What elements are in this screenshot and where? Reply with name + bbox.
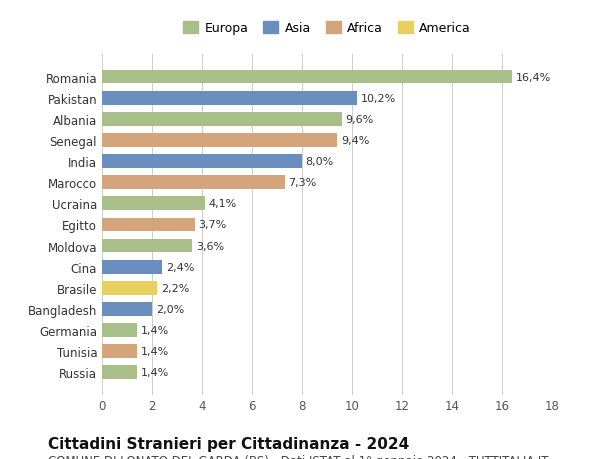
Bar [102, 155, 302, 168]
Bar [102, 197, 205, 211]
Text: 3,6%: 3,6% [196, 241, 224, 251]
Bar [102, 302, 152, 316]
Text: 1,4%: 1,4% [141, 347, 169, 356]
Bar [102, 281, 157, 295]
Legend: Europa, Asia, Africa, America: Europa, Asia, Africa, America [178, 17, 476, 40]
Bar [102, 71, 512, 84]
Text: 2,0%: 2,0% [156, 304, 184, 314]
Bar [102, 366, 137, 379]
Text: 2,2%: 2,2% [161, 283, 189, 293]
Bar [102, 239, 192, 253]
Text: 2,4%: 2,4% [166, 262, 194, 272]
Bar [102, 134, 337, 147]
Text: 10,2%: 10,2% [361, 94, 396, 103]
Bar [102, 92, 357, 105]
Bar [102, 176, 284, 190]
Text: 7,3%: 7,3% [288, 178, 317, 188]
Bar [102, 218, 194, 232]
Text: COMUNE DI LONATO DEL GARDA (BS) - Dati ISTAT al 1° gennaio 2024 - TUTTITALIA.IT: COMUNE DI LONATO DEL GARDA (BS) - Dati I… [48, 454, 548, 459]
Text: 9,4%: 9,4% [341, 135, 369, 146]
Text: Cittadini Stranieri per Cittadinanza - 2024: Cittadini Stranieri per Cittadinanza - 2… [48, 436, 409, 451]
Text: 4,1%: 4,1% [208, 199, 236, 209]
Bar [102, 345, 137, 358]
Bar [102, 324, 137, 337]
Text: 1,4%: 1,4% [141, 368, 169, 377]
Bar [102, 112, 342, 126]
Text: 8,0%: 8,0% [306, 157, 334, 167]
Bar [102, 260, 162, 274]
Text: 1,4%: 1,4% [141, 325, 169, 335]
Text: 16,4%: 16,4% [516, 73, 551, 82]
Text: 9,6%: 9,6% [346, 115, 374, 124]
Text: 3,7%: 3,7% [198, 220, 227, 230]
